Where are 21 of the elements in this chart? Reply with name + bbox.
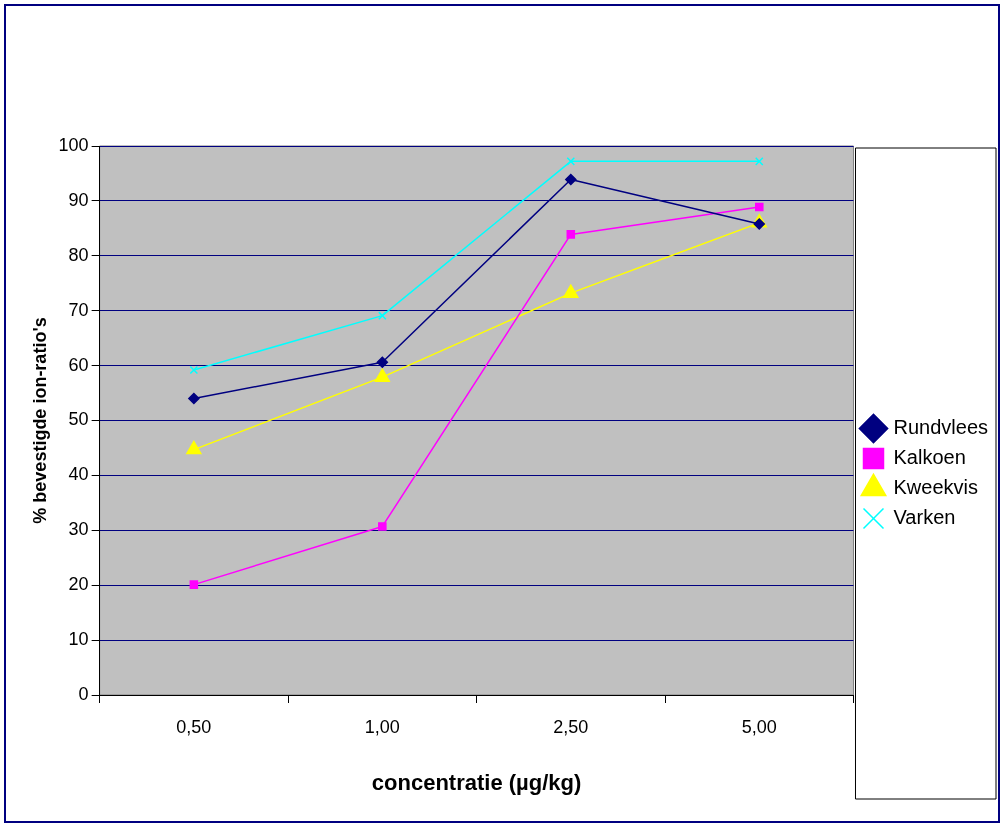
x-tick-label: 2,50 — [553, 716, 589, 737]
y-tick-label: 30 — [68, 519, 89, 540]
y-tick-label: 50 — [68, 409, 89, 430]
y-tick-label: 20 — [68, 574, 89, 595]
legend-label: Kalkoen — [893, 446, 966, 469]
x-tick-label: 5,00 — [741, 716, 777, 737]
y-tick-label: 0 — [78, 683, 89, 704]
legend-label: Rundvlees — [893, 416, 989, 439]
legend-label: Kweekvis — [893, 476, 978, 499]
y-tick-label: 80 — [68, 244, 89, 265]
y-tick-label: 10 — [68, 629, 89, 650]
y-axis-title: % bevestigde ion-ratio's — [29, 317, 50, 524]
x-axis-title: concentratie (µg/kg) — [371, 769, 582, 795]
y-tick-label: 90 — [68, 189, 89, 210]
y-tick-label: 40 — [68, 464, 89, 485]
x-tick-label: 1,00 — [364, 716, 400, 737]
legend-label: Varken — [893, 506, 956, 529]
y-tick-label: 70 — [68, 299, 89, 320]
y-tick-label: 60 — [68, 354, 89, 375]
x-tick-label: 0,50 — [176, 716, 212, 737]
y-tick-label: 100 — [58, 134, 89, 155]
